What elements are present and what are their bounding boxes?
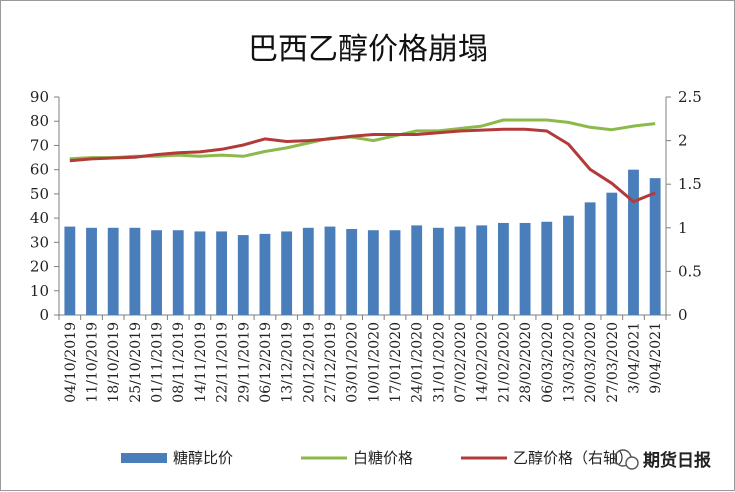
x-tick-label: 10/01/2020: [366, 322, 382, 403]
x-tick-label: 18/10/2019: [106, 322, 122, 403]
bar: [302, 227, 314, 315]
y-left-tick-label: 20: [30, 258, 49, 276]
y-left-tick-label: 30: [30, 233, 49, 251]
bar: [389, 230, 401, 315]
x-tick-label: 22/11/2019: [215, 322, 231, 403]
x-tick-label: 08/11/2019: [171, 322, 187, 403]
bar: [324, 226, 336, 315]
series-line-sugar: [69, 118, 656, 161]
bar: [194, 231, 206, 315]
bar: [86, 227, 97, 315]
plot-area: 0 10 20 30 40 50 60 70 80 90 0 0.5 1 1.5 2 2.5 04/10/201…: [30, 88, 702, 403]
x-tick-label: 14/11/2019: [193, 322, 209, 403]
y-left-tick-label: 60: [30, 161, 49, 179]
bar: [541, 221, 553, 315]
watermark-text: 期货日报: [643, 450, 711, 471]
bar: [107, 227, 119, 315]
x-tick-label: 03/01/2020: [345, 322, 361, 403]
y-left-tick-label: 50: [30, 185, 49, 203]
wechat-icon: [614, 449, 639, 470]
x-tick-label: 29/11/2019: [236, 322, 252, 403]
legend-label: 糖醇比价: [173, 449, 233, 467]
y-left-tick-label: 0: [39, 306, 49, 324]
x-tick-label: 06/03/2020: [540, 322, 556, 403]
bar: [649, 178, 661, 315]
legend-label: 白糖价格: [353, 449, 413, 467]
watermark: 期货日报: [614, 449, 711, 471]
x-tick-label: 3/04/2021: [626, 322, 642, 394]
x-tick-label: 9/04/2021: [648, 322, 664, 394]
bar: [216, 231, 228, 315]
legend: 糖醇比价 白糖价格 乙醇价格（右轴）: [121, 449, 633, 467]
bar: [628, 169, 639, 315]
x-tick-label: 13/12/2019: [280, 322, 296, 403]
bar: [411, 225, 423, 315]
x-tick-label: 24/01/2020: [410, 322, 426, 403]
y-right-tick-label: 0.5: [678, 262, 702, 280]
y-left-tick-label: 10: [30, 282, 49, 300]
bar: [476, 225, 488, 315]
bar: [519, 222, 531, 315]
x-tick-label: 01/11/2019: [150, 322, 166, 403]
x-tick-label: 21/02/2020: [496, 322, 512, 403]
bar: [237, 235, 249, 315]
x-tick-label: 27/03/2020: [605, 322, 621, 403]
x-tick-label: 07/02/2020: [453, 322, 469, 403]
bar: [151, 230, 162, 315]
x-tick-label: 04/10/2019: [63, 322, 79, 403]
bar: [259, 233, 271, 315]
x-tick-label: 28/02/2020: [518, 322, 534, 403]
y-left-tick-label: 80: [30, 112, 49, 130]
y-left-tick-label: 70: [30, 136, 49, 154]
bar: [346, 229, 358, 315]
x-tick-label: 31/01/2020: [431, 322, 447, 403]
y-right-tick-label: 1: [678, 219, 688, 237]
bar: [432, 227, 444, 315]
x-tick-label: 17/01/2020: [388, 322, 404, 403]
x-tick-label: 14/02/2020: [475, 322, 491, 403]
bar: [606, 192, 618, 315]
bar: [454, 226, 466, 315]
chart-title: 巴西乙醇价格崩塌: [248, 32, 488, 67]
bar: [497, 222, 509, 315]
bar: [172, 230, 184, 315]
bar: [367, 230, 379, 315]
bar: [563, 215, 574, 315]
bar: [129, 227, 141, 315]
x-tick-label: 20/12/2019: [301, 322, 317, 403]
y-left-tick-label: 40: [30, 209, 49, 227]
y-left-tick-label: 90: [30, 88, 49, 106]
legend-label: 乙醇价格（右轴）: [513, 449, 633, 467]
y-right-tick-label: 2.5: [678, 88, 702, 106]
x-tick-label: 27/12/2019: [323, 322, 339, 403]
y-right-tick-label: 0: [678, 306, 688, 324]
x-tick-label: 25/10/2019: [128, 322, 144, 403]
legend-swatch-bar: [121, 453, 167, 463]
x-tick-label: 13/03/2020: [561, 322, 577, 403]
x-tick-label: 11/10/2019: [85, 322, 101, 403]
bar: [64, 226, 76, 315]
bar: [584, 202, 596, 315]
series-line-ethanol: [69, 127, 656, 204]
x-tick-label: 20/03/2020: [583, 322, 599, 403]
y-right-tick-label: 1.5: [678, 175, 702, 193]
x-tick-label: 06/12/2019: [258, 322, 274, 403]
y-right-tick-label: 2: [678, 132, 688, 150]
bar: [281, 231, 293, 315]
